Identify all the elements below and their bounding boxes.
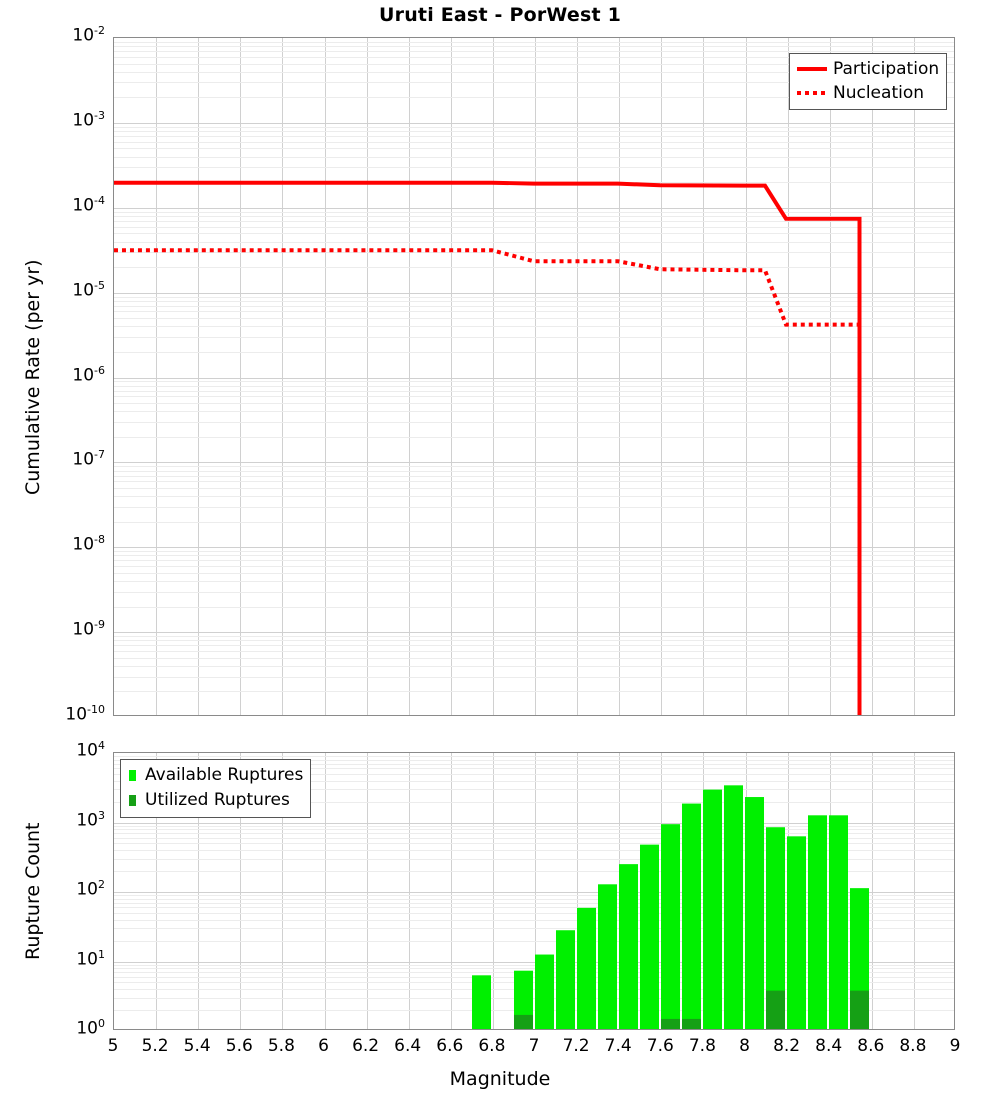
bottom-y-tick: 100 (76, 1017, 105, 1039)
x-tick: 8.2 (773, 1036, 801, 1056)
x-tick: 8.6 (857, 1036, 885, 1056)
bar-available (702, 789, 723, 1029)
legend-label: Participation (833, 58, 940, 79)
bottom-y-tick: 104 (76, 739, 105, 761)
x-tick: 6 (318, 1036, 329, 1056)
bar-available (807, 815, 828, 1029)
bar-available (660, 824, 681, 1029)
bar-utilized (513, 1014, 534, 1029)
top-y-tick: 10-7 (72, 448, 105, 471)
x-axis-label: Magnitude (449, 1068, 551, 1090)
bar-available (618, 864, 639, 1029)
x-tick: 6.4 (394, 1036, 422, 1056)
x-tick: 6.6 (436, 1036, 464, 1056)
x-tick: 9 (949, 1036, 961, 1056)
bottom-y-tick: 101 (76, 947, 105, 970)
x-tick: 7 (528, 1036, 540, 1056)
x-tick: 6.2 (352, 1036, 380, 1056)
cumulative-rate-panel (113, 37, 955, 716)
x-tick: 5.8 (267, 1036, 295, 1056)
color-swatch-icon (128, 769, 141, 783)
bottom-legend[interactable]: Available Ruptures Utilized Ruptures (120, 759, 312, 818)
bar-available (513, 970, 534, 1029)
legend-label: Utilized Ruptures (145, 790, 290, 810)
x-tick: 6.8 (478, 1036, 506, 1056)
top-y-tick: 10-9 (72, 618, 105, 640)
bar-available (576, 907, 597, 1029)
bar-available (555, 930, 576, 1029)
top-y-tick: 10-10 (65, 703, 105, 725)
x-tick: 7.6 (646, 1036, 674, 1056)
legend-item[interactable]: Nucleation (797, 81, 939, 105)
bar-available (828, 815, 849, 1029)
bottom-y-tick: 103 (76, 808, 105, 831)
bar-utilized (681, 1018, 702, 1029)
legend-item[interactable]: Available Ruptures (128, 763, 303, 788)
x-tick: 7.4 (604, 1036, 632, 1056)
legend-item[interactable]: Utilized Ruptures (128, 788, 303, 813)
x-tick: 5.6 (225, 1036, 253, 1056)
x-tick: 8.8 (899, 1036, 927, 1056)
legend-label: Nucleation (833, 82, 925, 103)
top-y-tick: 10-5 (72, 278, 105, 301)
bar-available (681, 803, 702, 1029)
legend-item[interactable]: Participation (797, 57, 939, 81)
x-tick: 8.4 (815, 1036, 843, 1056)
bar-available (786, 836, 807, 1029)
legend-label: Available Ruptures (145, 765, 304, 785)
bar-utilized (849, 990, 870, 1029)
x-tick: 8 (739, 1036, 750, 1056)
solid-line-icon (797, 62, 827, 76)
bar-available (723, 785, 744, 1029)
top-legend[interactable]: Participation Nucleation (789, 53, 948, 110)
bar-available (471, 975, 492, 1029)
chart-title: Uruti East - PorWest 1 (379, 4, 621, 26)
x-tick: 5.2 (141, 1036, 169, 1056)
top-y-tick: 10-8 (72, 533, 105, 555)
bar-available (534, 954, 555, 1029)
bar-utilized (765, 990, 786, 1029)
x-tick: 5.4 (183, 1036, 211, 1056)
bar-available (765, 827, 786, 1029)
curve-nucleation (114, 248, 862, 715)
bar-available (639, 844, 660, 1029)
curve-participation (114, 180, 862, 715)
top-y-tick: 10-6 (72, 363, 105, 386)
x-tick: 7.2 (562, 1036, 590, 1056)
top-curves (114, 180, 862, 715)
top-y-tick: 10-2 (72, 24, 105, 46)
bar-available (597, 884, 618, 1029)
rupture-bars (471, 785, 870, 1029)
top-y-tick: 10-3 (72, 108, 105, 131)
x-tick: 7.8 (688, 1036, 716, 1056)
color-swatch-icon (128, 794, 141, 808)
dotted-line-icon (797, 86, 827, 100)
bar-utilized (660, 1018, 681, 1029)
bar-available (744, 797, 765, 1029)
bottom-gridlines (114, 753, 954, 1029)
top-y-tick: 10-4 (72, 193, 105, 216)
bottom-y-tick: 102 (76, 878, 105, 900)
x-tick: 5 (107, 1036, 119, 1056)
